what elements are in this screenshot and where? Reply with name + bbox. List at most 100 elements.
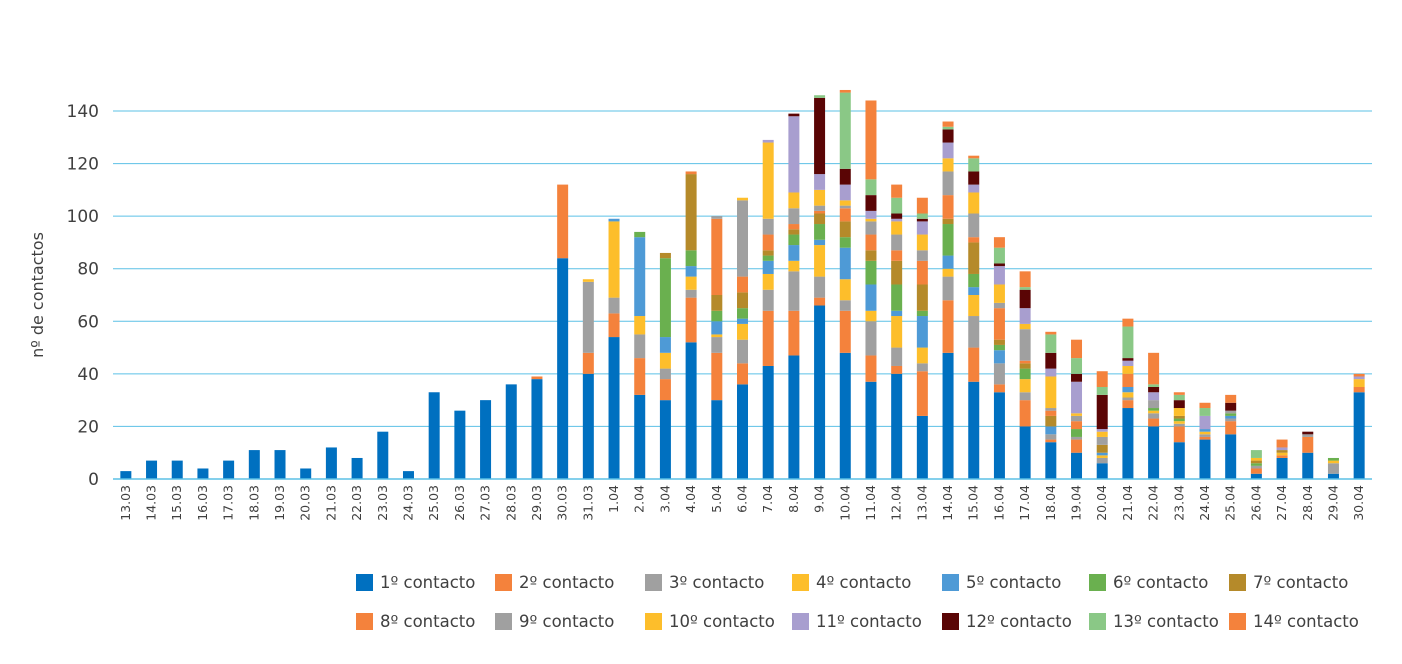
bar-segment xyxy=(788,310,800,356)
bar-segment xyxy=(865,221,877,235)
bar-segment xyxy=(634,237,646,317)
bar-segment xyxy=(891,260,903,285)
bar-segment xyxy=(1071,429,1083,437)
bar-segment xyxy=(325,447,337,479)
x-tick-label: 27.03 xyxy=(478,485,493,521)
bar-segment xyxy=(1148,413,1160,419)
bar-stack xyxy=(1122,318,1134,479)
x-tick-label: 24.03 xyxy=(400,485,415,521)
bar-segment xyxy=(1148,410,1160,414)
bar-segment xyxy=(788,113,800,117)
bar-segment xyxy=(865,381,877,479)
bar-segment xyxy=(248,450,260,479)
x-tick-label: 23.03 xyxy=(375,485,390,521)
bar-segment xyxy=(1045,426,1057,435)
x-tick-label: 15.03 xyxy=(169,485,184,521)
bar-segment xyxy=(814,97,826,175)
bar-segment xyxy=(377,431,389,479)
bar-segment xyxy=(1250,463,1262,466)
bar-segment xyxy=(814,213,826,225)
bar-segment xyxy=(1071,381,1083,414)
bar-segment xyxy=(1045,434,1057,440)
bar-segment xyxy=(711,310,723,322)
bar-segment xyxy=(1096,431,1108,437)
bar-segment xyxy=(223,460,235,479)
bar-segment xyxy=(659,258,671,338)
bar-segment xyxy=(762,142,774,219)
bar-segment xyxy=(1071,358,1083,374)
bar-segment xyxy=(916,371,928,416)
bar-segment xyxy=(762,218,774,235)
x-tick-label: 2.04 xyxy=(632,485,647,513)
x-tick-label: 19.03 xyxy=(272,485,287,521)
legend-label: 13º contacto xyxy=(1113,612,1219,631)
x-tick-label: 30.04 xyxy=(1351,485,1366,521)
bar-segment xyxy=(557,258,569,479)
bar-segment xyxy=(942,129,954,143)
bar-segment xyxy=(839,221,851,238)
bar-segment xyxy=(1071,439,1083,453)
bar-segment xyxy=(891,316,903,348)
bar-segment xyxy=(659,252,671,259)
bar-segment xyxy=(942,158,954,172)
bar-segment xyxy=(1045,331,1057,335)
bar-segment xyxy=(1225,415,1237,419)
bar-segment xyxy=(788,192,800,209)
bar-segment xyxy=(1045,352,1057,369)
bar-segment xyxy=(711,321,723,335)
bar-segment xyxy=(120,471,132,479)
bar-stack xyxy=(993,237,1005,479)
bar-segment xyxy=(634,231,646,238)
y-axis-ticks: 0 20 40 60 80 100 120 140 xyxy=(67,102,99,490)
bar-segment xyxy=(1019,368,1031,380)
x-tick-label: 28.04 xyxy=(1300,485,1315,521)
bar-stack xyxy=(146,460,158,479)
bar-segment xyxy=(1019,289,1031,309)
bar-segment xyxy=(1199,415,1211,430)
legend-label: 8º contacto xyxy=(380,612,476,631)
bar-segment xyxy=(1250,473,1262,479)
bar-segment xyxy=(711,295,723,311)
bar-segment xyxy=(737,339,748,364)
bar-segment xyxy=(942,352,954,479)
bar-segment xyxy=(1276,457,1288,479)
bar-segment xyxy=(1250,450,1262,458)
legend-swatch xyxy=(792,574,809,591)
bar-segment xyxy=(891,365,903,374)
bar-stack xyxy=(248,450,260,479)
bar-segment xyxy=(916,363,928,372)
x-tick-label: 24.04 xyxy=(1197,485,1212,521)
bar-segment xyxy=(814,174,826,190)
bar-segment xyxy=(865,210,877,219)
bar-segment xyxy=(1225,434,1237,479)
bar-segment xyxy=(916,415,928,479)
bar-segment xyxy=(942,276,954,301)
bar-segment xyxy=(891,347,903,366)
bar-segment xyxy=(1045,439,1057,443)
bar-segment xyxy=(968,155,980,159)
legend-swatch xyxy=(942,574,959,591)
legend-item: 4º contacto xyxy=(792,573,942,592)
legend-row: 8º contacto 9º contacto 10º contacto 11º co… xyxy=(356,602,1396,641)
bar-segment xyxy=(1096,394,1108,430)
bar-segment xyxy=(1276,450,1288,453)
bar-segment xyxy=(557,184,569,259)
x-tick-label: 4.04 xyxy=(683,485,698,513)
bar-segment xyxy=(582,279,594,282)
bar-segment xyxy=(1071,413,1083,416)
bar-segment xyxy=(1173,392,1185,395)
bar-segment xyxy=(1199,429,1211,432)
bar-segment xyxy=(839,310,851,353)
bar-segment xyxy=(1225,402,1237,411)
bar-segment xyxy=(814,305,826,479)
bar-stack xyxy=(916,197,928,479)
bar-stack xyxy=(788,113,800,479)
bar-segment xyxy=(891,284,903,311)
x-tick-label: 27.04 xyxy=(1274,485,1289,521)
bar-segment xyxy=(839,92,851,169)
legend-item: 5º contacto xyxy=(942,573,1089,592)
bar-segment xyxy=(1019,392,1031,401)
bar-segment xyxy=(1122,392,1134,398)
bar-segment xyxy=(942,121,954,127)
bar-segment xyxy=(1353,373,1365,377)
